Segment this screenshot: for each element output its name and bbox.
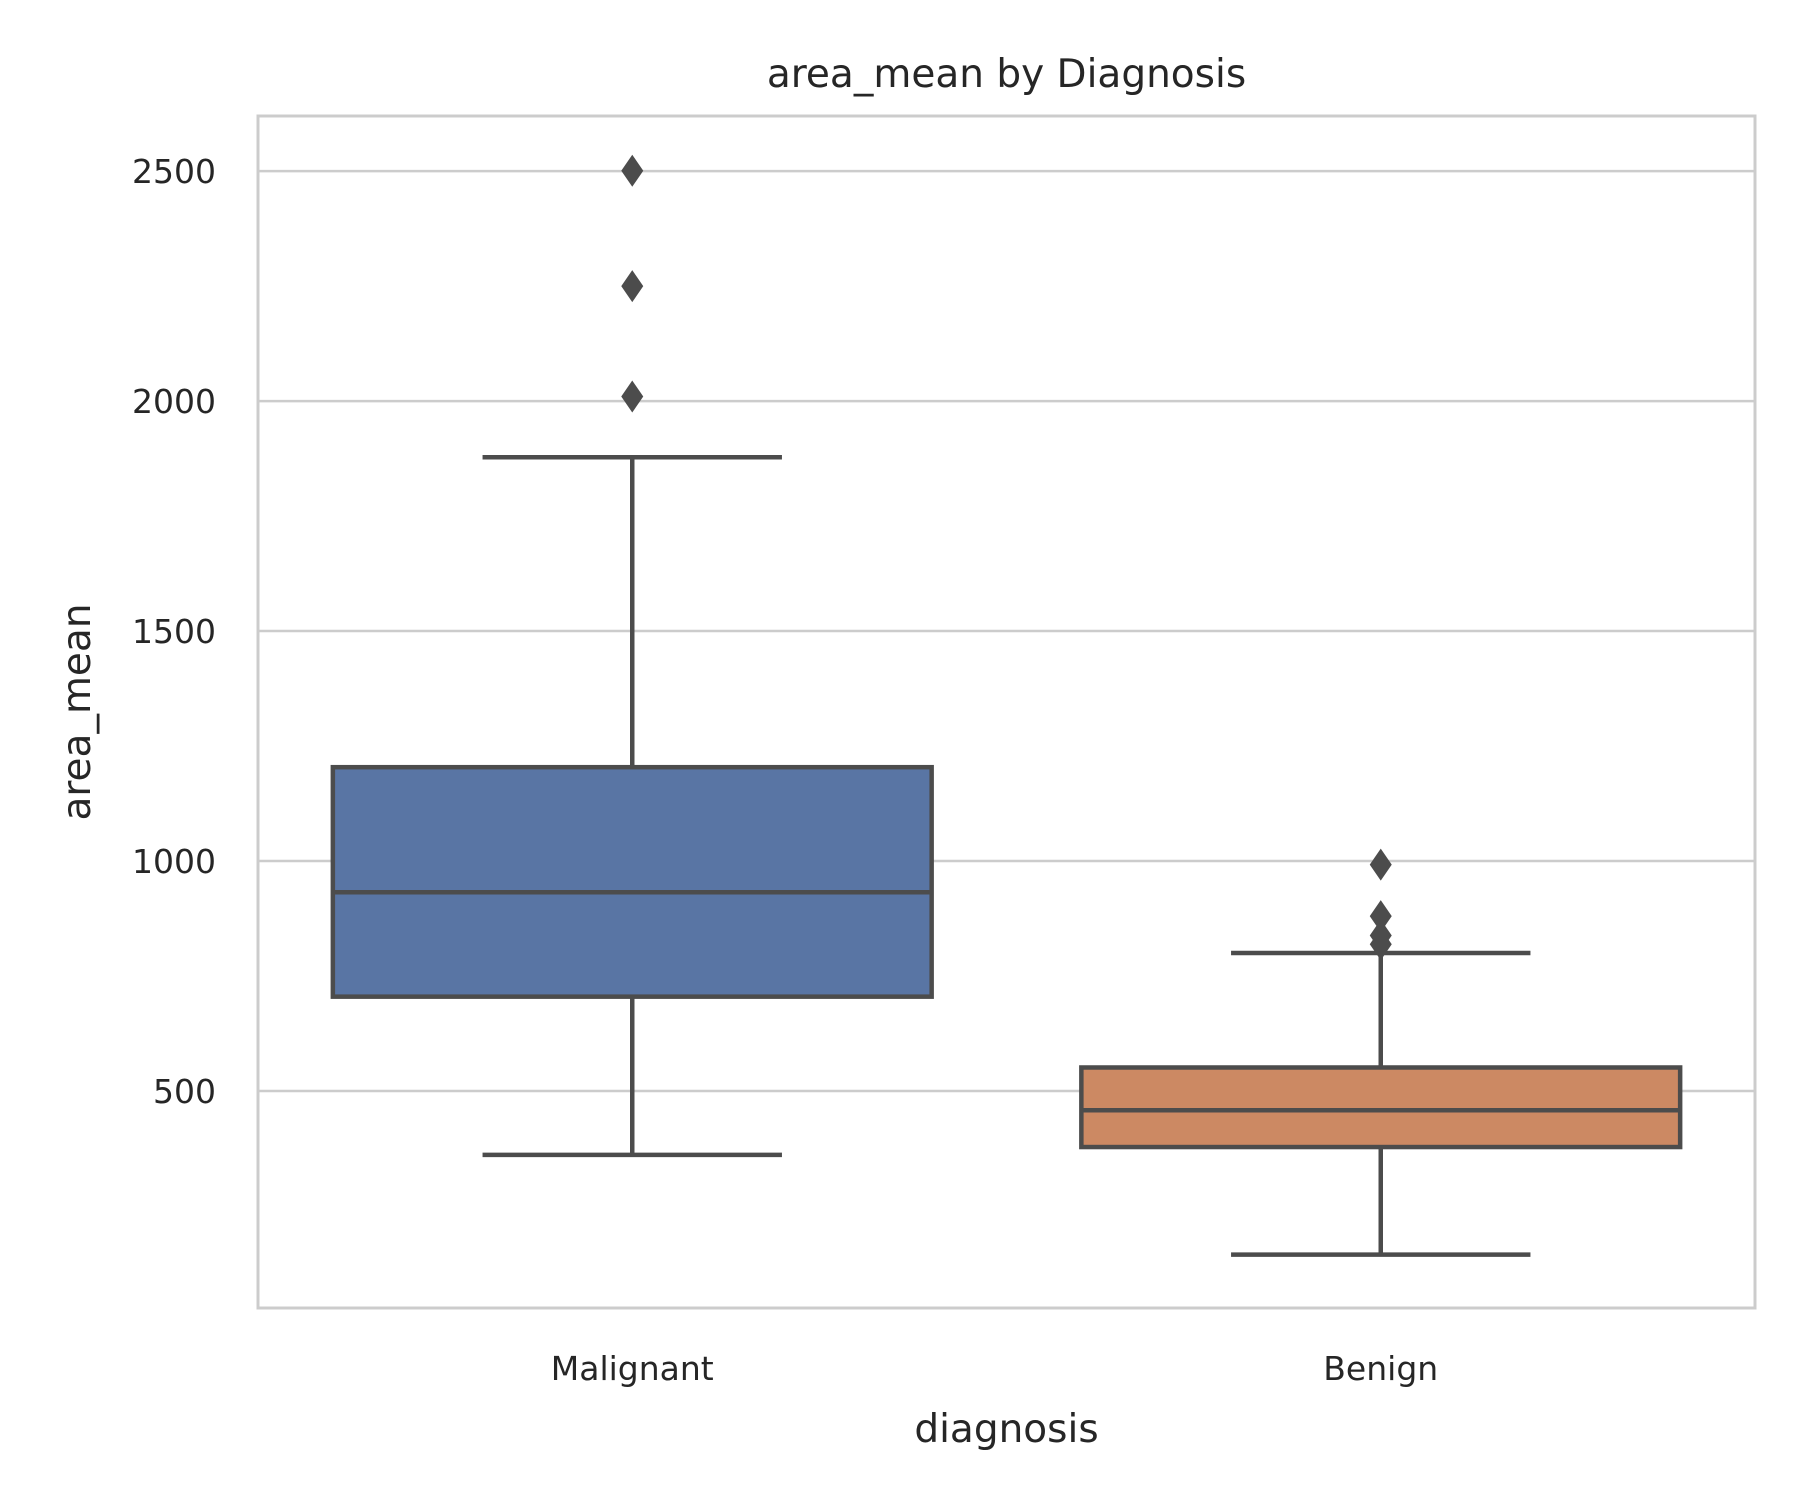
outlier-point <box>621 380 644 413</box>
outlier-point <box>621 270 644 303</box>
x-tick-label-malignant: Malignant <box>551 1349 714 1388</box>
plot-frame <box>256 114 1757 1310</box>
box-group-benign <box>1079 848 1683 1257</box>
y-tick-label-1500: 1500 <box>132 612 216 651</box>
outlier-point <box>1369 848 1392 881</box>
y-tick-label-2500: 2500 <box>132 152 216 191</box>
outlier-point <box>621 154 644 187</box>
y-tick-labels: 500 1000 1500 2000 2500 <box>132 152 216 1111</box>
outlier-point <box>1369 919 1392 952</box>
chart-title: area_mean by Diagnosis <box>767 52 1246 97</box>
box-group-malignant <box>330 154 934 1158</box>
x-axis-title: diagnosis <box>914 1407 1098 1452</box>
y-axis-title: area_mean <box>55 603 100 820</box>
iqr-box <box>330 764 934 999</box>
outlier-point <box>1369 900 1392 933</box>
y-tick-label-500: 500 <box>153 1072 216 1111</box>
y-tick-label-2000: 2000 <box>132 382 216 421</box>
boxes <box>330 154 1683 1257</box>
x-tick-labels: Malignant Benign <box>551 1349 1438 1388</box>
y-tick-label-1000: 1000 <box>132 842 216 881</box>
iqr-box <box>1079 1065 1683 1150</box>
x-tick-label-benign: Benign <box>1323 1349 1438 1388</box>
